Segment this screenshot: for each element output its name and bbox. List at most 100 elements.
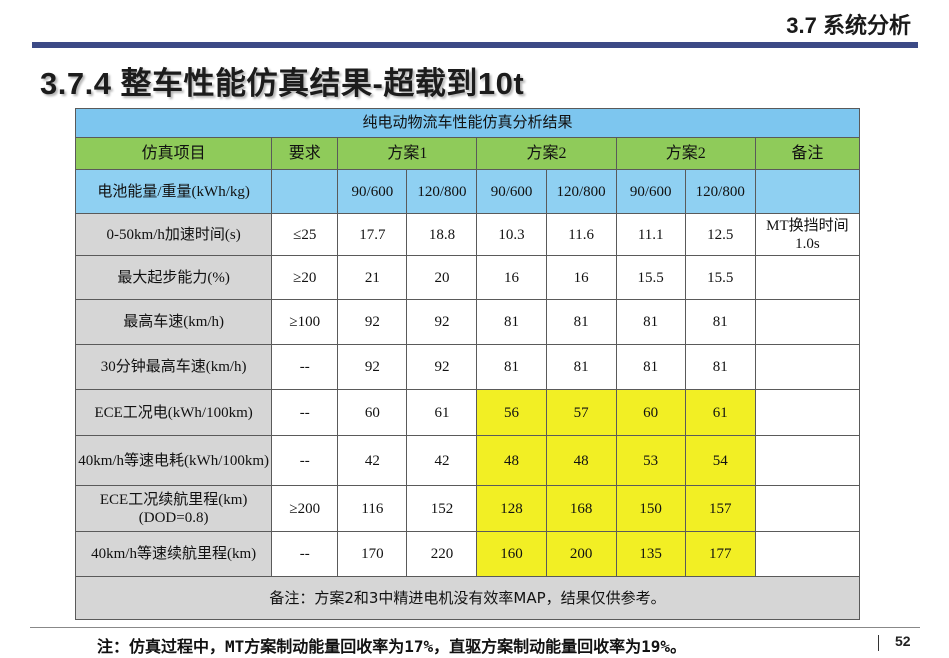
page-title: 3.7.4 整车性能仿真结果-超载到10t	[40, 66, 525, 101]
value-cell: 20	[406, 255, 478, 300]
header-item: 仿真项目	[74, 137, 273, 170]
table-row: 40km/h等速续航里程(km) -- 170 220 160 200 135 …	[74, 531, 861, 577]
row-requirement: --	[271, 389, 339, 436]
table-row: 30分钟最高车速(km/h) -- 92 92 81 81 81 81	[74, 344, 861, 390]
header-note: 备注	[754, 137, 861, 170]
value-cell: 92	[337, 299, 408, 345]
value-cell: 92	[337, 344, 408, 390]
value-cell: 220	[406, 531, 478, 577]
battery-config: 90/600	[337, 169, 408, 214]
header-rule	[32, 42, 918, 48]
value-cell: 11.6	[545, 213, 617, 256]
value-cell: 152	[406, 485, 478, 532]
table-row: 0-50km/h加速时间(s) ≤25 17.7 18.8 10.3 11.6 …	[74, 213, 861, 256]
battery-config: 120/800	[545, 169, 617, 214]
section-label: 3.7 系统分析	[786, 13, 911, 38]
row-label: 0-50km/h加速时间(s)	[74, 213, 273, 256]
table-remark: 备注：方案2和3中精进电机没有效率MAP，结果仅供参考。	[75, 576, 860, 620]
results-table: 纯电动物流车性能仿真分析结果 仿真项目 要求 方案1 方案2 方案2 备注 电池…	[74, 108, 861, 620]
row-note	[754, 255, 861, 300]
row-label: 30分钟最高车速(km/h)	[74, 344, 273, 390]
value-cell-highlight: 157	[684, 485, 756, 532]
row-note	[754, 435, 861, 486]
row-note: MT换挡时间1.0s	[754, 213, 861, 256]
value-cell: 60	[337, 389, 408, 436]
value-cell: 81	[545, 344, 617, 390]
value-cell: 81	[684, 344, 756, 390]
battery-config: 120/800	[406, 169, 478, 214]
value-cell-highlight: 200	[545, 531, 617, 577]
value-cell: 10.3	[476, 213, 547, 256]
value-cell-highlight: 150	[615, 485, 686, 532]
header-requirement: 要求	[271, 137, 339, 170]
row-note	[754, 389, 861, 436]
value-cell-highlight: 60	[615, 389, 686, 436]
row-label: 40km/h等速续航里程(km)	[74, 531, 273, 577]
row-label: ECE工况电(kWh/100km)	[74, 389, 273, 436]
table-row: ECE工况续航里程(km)(DOD=0.8) ≥200 116 152 128 …	[74, 485, 861, 532]
footer-rule	[30, 627, 920, 628]
row-note	[754, 485, 861, 532]
value-cell: 61	[406, 389, 478, 436]
value-cell: 12.5	[684, 213, 756, 256]
header-scheme-3: 方案2	[615, 137, 756, 170]
row-label: ECE工况续航里程(km)(DOD=0.8)	[74, 485, 273, 532]
value-cell: 81	[476, 299, 547, 345]
value-cell: 116	[337, 485, 408, 532]
value-cell: 92	[406, 299, 478, 345]
value-cell: 81	[684, 299, 756, 345]
footnote: 注：仿真过程中，MT方案制动能量回收率为17%，直驱方案制动能量回收率为19%。	[97, 637, 687, 656]
value-cell: 16	[545, 255, 617, 300]
row-label: 最大起步能力(%)	[74, 255, 273, 300]
value-cell: 42	[406, 435, 478, 486]
row-requirement: --	[271, 344, 339, 390]
value-cell: 81	[545, 299, 617, 345]
row-requirement: --	[271, 435, 339, 486]
row-requirement: ≥100	[271, 299, 339, 345]
value-cell: 15.5	[684, 255, 756, 300]
battery-config: 120/800	[684, 169, 756, 214]
battery-label: 电池能量/重量(kWh/kg)	[74, 169, 273, 214]
value-cell: 81	[615, 299, 686, 345]
row-requirement: ≥200	[271, 485, 339, 532]
table-row: 40km/h等速电耗(kWh/100km) -- 42 42 48 48 53 …	[74, 435, 861, 486]
value-cell: 11.1	[615, 213, 686, 256]
value-cell-highlight: 168	[545, 485, 617, 532]
battery-config: 90/600	[476, 169, 547, 214]
page-number: 52	[895, 633, 911, 649]
table-row: ECE工况电(kWh/100km) -- 60 61 56 57 60 61	[74, 389, 861, 436]
page-separator	[878, 635, 879, 651]
row-label: 最高车速(km/h)	[74, 299, 273, 345]
value-cell-highlight: 160	[476, 531, 547, 577]
value-cell-highlight: 48	[476, 435, 547, 486]
battery-requirement	[271, 169, 339, 214]
row-note	[754, 531, 861, 577]
value-cell: 81	[615, 344, 686, 390]
battery-note	[754, 169, 861, 214]
value-cell-highlight: 53	[615, 435, 686, 486]
value-cell: 81	[476, 344, 547, 390]
value-cell: 21	[337, 255, 408, 300]
table-row: 最大起步能力(%) ≥20 21 20 16 16 15.5 15.5	[74, 255, 861, 300]
value-cell: 42	[337, 435, 408, 486]
row-note	[754, 299, 861, 345]
value-cell-highlight: 48	[545, 435, 617, 486]
row-requirement: --	[271, 531, 339, 577]
value-cell: 16	[476, 255, 547, 300]
value-cell-highlight: 57	[545, 389, 617, 436]
value-cell: 17.7	[337, 213, 408, 256]
row-label: 40km/h等速电耗(kWh/100km)	[74, 435, 273, 486]
header-scheme-1: 方案1	[337, 137, 478, 170]
value-cell-highlight: 61	[684, 389, 756, 436]
value-cell-highlight: 177	[684, 531, 756, 577]
table-row: 最高车速(km/h) ≥100 92 92 81 81 81 81	[74, 299, 861, 345]
value-cell-highlight: 128	[476, 485, 547, 532]
value-cell-highlight: 56	[476, 389, 547, 436]
value-cell-highlight: 135	[615, 531, 686, 577]
row-note	[754, 344, 861, 390]
battery-config: 90/600	[615, 169, 686, 214]
value-cell: 170	[337, 531, 408, 577]
row-requirement: ≥20	[271, 255, 339, 300]
value-cell: 15.5	[615, 255, 686, 300]
row-requirement: ≤25	[271, 213, 339, 256]
